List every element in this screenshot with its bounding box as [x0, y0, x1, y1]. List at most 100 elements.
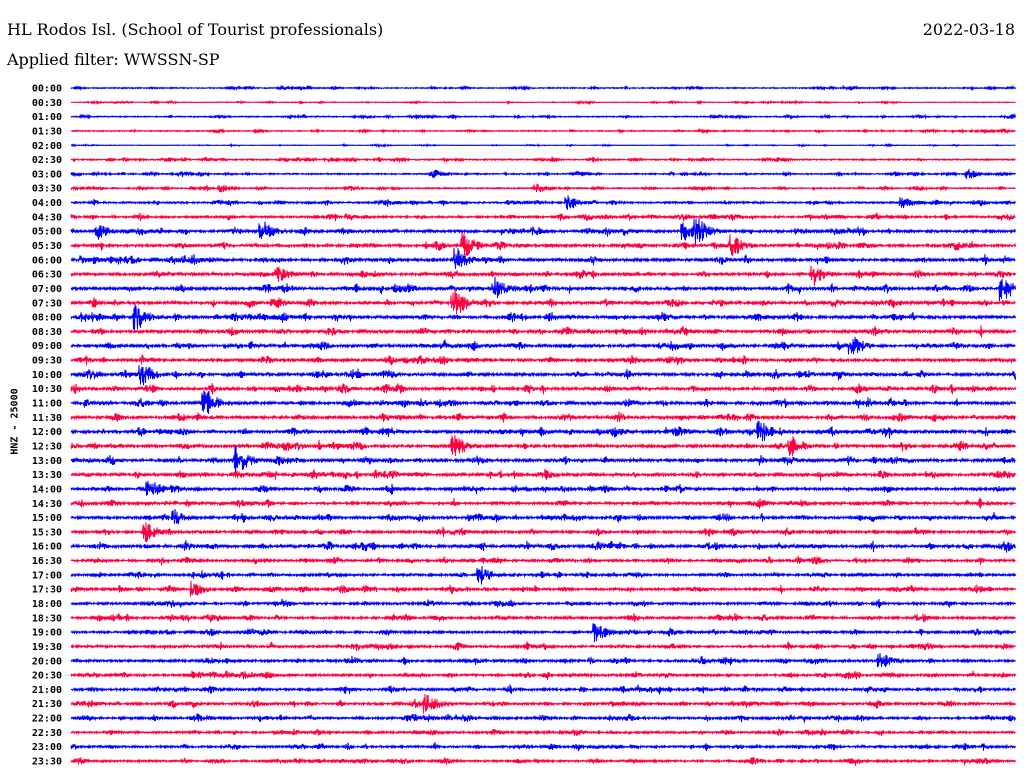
time-tick-label: 21:00: [32, 685, 62, 696]
time-tick-label: 13:00: [32, 456, 62, 467]
seismic-trace-0830: [70, 325, 1016, 338]
time-tick-label: 16:00: [32, 542, 62, 553]
seismic-trace-0500: [70, 218, 1016, 245]
time-tick-label: 02:30: [32, 155, 62, 166]
time-tick-label: 22:30: [32, 728, 62, 739]
time-tick-label: 00:00: [32, 84, 62, 95]
seismic-trace-1330: [70, 468, 1016, 481]
seismic-trace-1430: [70, 497, 1016, 509]
seismic-trace-1700: [70, 565, 1016, 585]
time-tick-label: 05:30: [32, 241, 62, 252]
seismic-trace-0600: [70, 247, 1016, 269]
time-tick-label: 00:30: [32, 98, 62, 109]
seismic-trace-2300: [70, 742, 1016, 752]
time-tick-label: 17:00: [32, 570, 62, 581]
seismic-trace-2230: [70, 728, 1016, 737]
seismic-trace-2130: [70, 693, 1016, 714]
seismic-trace-2330: [70, 756, 1016, 766]
seismic-trace-1300: [70, 446, 1016, 474]
seismic-trace-2000: [70, 653, 1016, 668]
time-tick-label: 14:00: [32, 484, 62, 495]
seismic-trace-1230: [70, 435, 1016, 457]
time-tick-label: 21:30: [32, 699, 62, 710]
seismic-trace-0530: [70, 232, 1016, 257]
time-tick-label: 08:30: [32, 327, 62, 338]
seismic-trace-1400: [70, 480, 1016, 496]
seismic-trace-1800: [70, 598, 1016, 609]
record-date: 2022-03-18: [922, 20, 1015, 39]
time-tick-label: 12:00: [32, 427, 62, 438]
seismic-trace-0700: [70, 276, 1016, 302]
seismic-trace-1200: [70, 420, 1016, 442]
seismic-trace-0800: [70, 303, 1016, 331]
time-tick-label: 15:00: [32, 513, 62, 524]
time-tick-label: 18:30: [32, 613, 62, 624]
seismic-trace-0030: [70, 99, 1016, 106]
seismic-trace-1100: [70, 390, 1016, 415]
time-tick-label: 20:30: [32, 671, 62, 682]
seismic-trace-2030: [70, 670, 1016, 680]
time-tick-label: 09:30: [32, 356, 62, 367]
seismic-trace-1900: [70, 623, 1016, 643]
time-tick-label: 03:30: [32, 184, 62, 195]
seismic-trace-0930: [70, 354, 1016, 366]
time-tick-label: 19:00: [32, 628, 62, 639]
seismic-trace-1600: [70, 540, 1016, 553]
seismic-trace-1730: [70, 580, 1016, 597]
time-tick-label: 13:30: [32, 470, 62, 481]
seismic-trace-2100: [70, 684, 1016, 695]
time-tick-label: 05:00: [32, 227, 62, 238]
time-tick-label: 03:00: [32, 169, 62, 180]
time-tick-label: 16:30: [32, 556, 62, 567]
seismic-trace-0430: [70, 212, 1016, 222]
seismic-trace-1930: [70, 641, 1016, 651]
seismic-trace-0330: [70, 183, 1016, 193]
time-tick-label: 09:00: [32, 341, 62, 352]
time-tick-label: 06:30: [32, 270, 62, 281]
seismic-trace-0230: [70, 156, 1016, 164]
time-tick-label: 18:00: [32, 599, 62, 610]
time-tick-label: 07:30: [32, 298, 62, 309]
seismic-trace-1000: [70, 365, 1016, 386]
time-tick-label: 01:30: [32, 126, 62, 137]
seismic-trace-0100: [70, 113, 1016, 120]
time-tick-label: 02:00: [32, 141, 62, 152]
seismic-trace-0900: [70, 336, 1016, 355]
time-tick-label: 17:30: [32, 585, 62, 596]
seismic-trace-1630: [70, 555, 1016, 566]
time-tick-label: 12:30: [32, 441, 62, 452]
time-tick-label: 07:00: [32, 284, 62, 295]
time-tick-label: 14:30: [32, 499, 62, 510]
time-tick-label: 23:00: [32, 742, 62, 753]
filter-label: Applied filter: WWSSN-SP: [7, 50, 220, 69]
seismic-trace-1130: [70, 411, 1016, 423]
time-tick-label: 06:00: [32, 255, 62, 266]
seismic-trace-0130: [70, 127, 1016, 135]
time-tick-label: 11:00: [32, 399, 62, 410]
seismic-trace-0200: [70, 142, 1016, 149]
time-tick-label: 01:00: [32, 112, 62, 123]
seismic-trace-0400: [70, 195, 1016, 210]
seismic-trace-0730: [70, 287, 1016, 315]
time-tick-label: 19:30: [32, 642, 62, 653]
seismic-trace-1500: [70, 508, 1016, 525]
station-title: HL Rodos Isl. (School of Tourist profess…: [7, 20, 384, 39]
time-tick-label: 23:30: [32, 757, 62, 768]
seismic-trace-0300: [70, 168, 1016, 179]
time-tick-label: 22:00: [32, 714, 62, 725]
time-tick-label: 08:00: [32, 313, 62, 324]
time-tick-label: 20:00: [32, 656, 62, 667]
seismic-trace-1530: [70, 522, 1016, 543]
time-tick-label: 10:30: [32, 384, 62, 395]
time-tick-label: 04:00: [32, 198, 62, 209]
time-tick-label: 11:30: [32, 413, 62, 424]
time-tick-label: 15:30: [32, 527, 62, 538]
time-tick-label: 04:30: [32, 212, 62, 223]
seismic-trace-0000: [70, 84, 1016, 92]
seismic-trace-1030: [70, 382, 1016, 395]
seismic-trace-1830: [70, 612, 1016, 623]
time-tick-label: 10:00: [32, 370, 62, 381]
seismic-trace-0630: [70, 265, 1016, 286]
seismic-trace-2200: [70, 713, 1016, 723]
